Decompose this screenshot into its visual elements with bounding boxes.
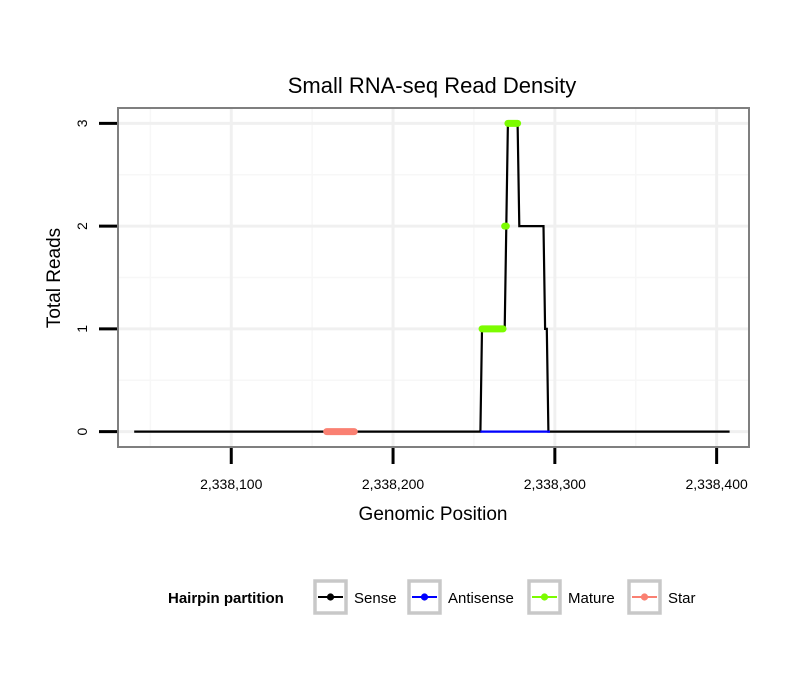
y-axis: 0 1 2 3	[74, 119, 117, 435]
legend-label-mature: Mature	[568, 590, 615, 607]
legend-entries: Sense Antisense Mature Star	[313, 579, 696, 615]
x-tick-label: 2,338,400	[685, 476, 747, 492]
legend-key-point	[420, 593, 429, 601]
y-tick-label: 2	[74, 222, 90, 230]
legend-label-sense: Sense	[354, 590, 397, 607]
x-tick-label: 2,338,100	[200, 476, 262, 492]
x-axis-label: Genomic Position	[359, 504, 508, 525]
grid	[118, 108, 749, 447]
legend-key-point	[540, 593, 549, 601]
legend-key-point	[640, 593, 649, 601]
y-tick-label: 0	[74, 427, 90, 435]
y-tick-label: 1	[74, 325, 90, 333]
legend-label-antisense: Antisense	[448, 590, 514, 607]
y-axis-label: Total Reads	[44, 228, 65, 328]
x-axis: 2,338,100 2,338,200 2,338,300 2,338,400	[200, 448, 748, 492]
x-tick-label: 2,338,300	[524, 476, 586, 492]
legend-title: Hairpin partition	[168, 590, 284, 607]
legend-key-point	[326, 593, 335, 601]
x-tick-label: 2,338,200	[362, 476, 424, 492]
y-tick-label: 3	[74, 119, 90, 127]
series-layer	[134, 119, 730, 436]
legend: Hairpin partition Sense Antisense Mature St…	[168, 579, 696, 615]
plot-panel-border	[117, 107, 750, 448]
legend-label-star: Star	[668, 590, 696, 607]
chart-title: Small RNA-seq Read Density	[288, 73, 577, 98]
